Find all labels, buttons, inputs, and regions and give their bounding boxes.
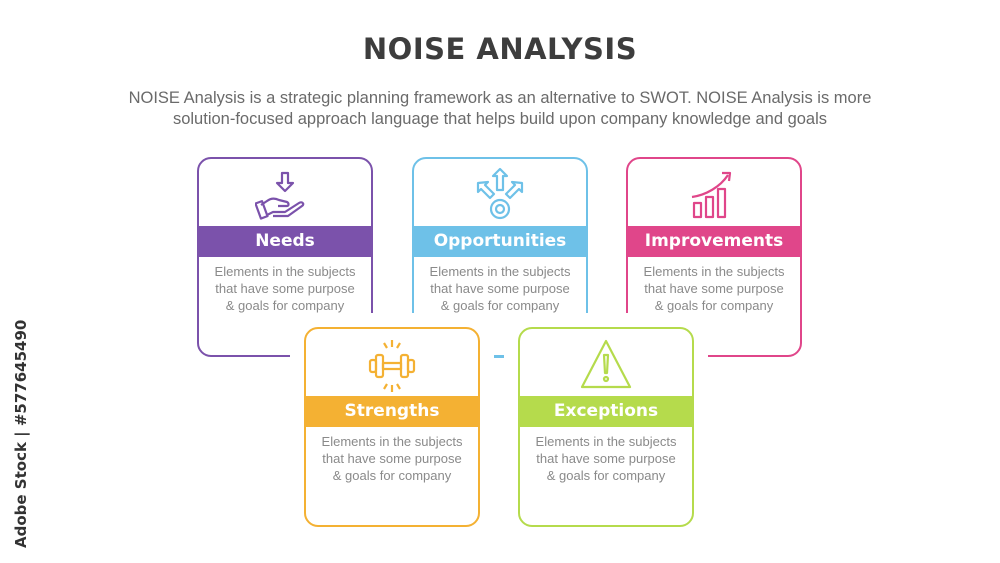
description-line: Elements in the subjects [643, 264, 785, 279]
card-description: Elements in the subjects that have some … [632, 263, 796, 314]
description-line: & goals for company [546, 468, 666, 483]
description-line: that have some purpose [536, 451, 676, 466]
description-line: Elements in the subjects [535, 434, 677, 449]
noise-card-strengths: Strengths Elements in the subjects that … [304, 327, 480, 527]
card-title: Opportunities [414, 226, 586, 257]
card-title: Needs [199, 226, 371, 257]
card-description: Elements in the subjects that have some … [524, 433, 688, 484]
subtitle-line: solution-focused approach language that … [172, 110, 828, 128]
card-title: Exceptions [520, 396, 692, 427]
description-line: & goals for company [225, 298, 345, 313]
subtitle-line: NOISE Analysis is a strategic planning f… [128, 89, 872, 107]
noise-card-opportunities: Opportunities Elements in the subjects t… [412, 157, 588, 357]
card-description: Elements in the subjects that have some … [203, 263, 367, 314]
description-line: & goals for company [440, 298, 560, 313]
description-line: Elements in the subjects [321, 434, 463, 449]
description-line: & goals for company [332, 468, 452, 483]
card-description: Elements in the subjects that have some … [310, 433, 474, 484]
warning-triangle-icon [520, 337, 692, 393]
dumbbell-icon [306, 337, 478, 393]
card-title: Strengths [306, 396, 478, 427]
card-description: Elements in the subjects that have some … [418, 263, 582, 314]
noise-card-improvements: Improvements Elements in the subjects th… [626, 157, 802, 357]
hand-receive-arrow-icon [199, 167, 371, 223]
description-line: that have some purpose [215, 281, 355, 296]
noise-card-needs: Needs Elements in the subjects that have… [197, 157, 373, 357]
description-line: Elements in the subjects [214, 264, 356, 279]
noise-card-exceptions: Exceptions Elements in the subjects that… [518, 327, 694, 527]
description-line: that have some purpose [430, 281, 570, 296]
card-title: Improvements [628, 226, 800, 257]
page-subtitle: NOISE Analysis is a strategic planning f… [40, 88, 960, 130]
description-line: Elements in the subjects [429, 264, 571, 279]
growth-chart-icon [628, 167, 800, 223]
description-line: & goals for company [654, 298, 774, 313]
description-line: that have some purpose [322, 451, 462, 466]
branching-arrows-icon [414, 167, 586, 223]
watermark: Adobe Stock | #577645490 [12, 319, 30, 548]
description-line: that have some purpose [644, 281, 784, 296]
page-title: NOISE ANALYSIS [362, 32, 638, 66]
